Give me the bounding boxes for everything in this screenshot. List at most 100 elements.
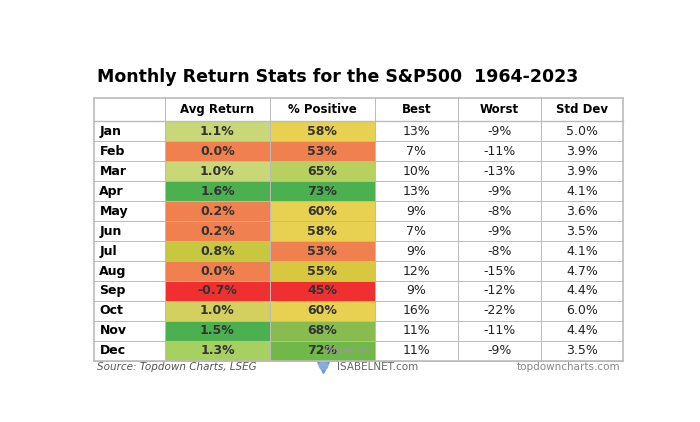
Bar <box>94 201 164 221</box>
Text: Jun: Jun <box>99 225 122 238</box>
Text: 65%: 65% <box>307 165 337 178</box>
Text: 10%: 10% <box>402 165 430 178</box>
Text: 5.0%: 5.0% <box>566 125 598 138</box>
Bar <box>540 141 624 161</box>
Bar <box>458 161 540 181</box>
Bar <box>458 121 540 141</box>
Bar <box>540 181 624 201</box>
Bar <box>540 241 624 261</box>
Text: -15%: -15% <box>483 265 515 278</box>
Text: 3.5%: 3.5% <box>566 225 598 238</box>
Bar <box>458 321 540 341</box>
Bar <box>270 321 375 341</box>
Text: 72%: 72% <box>307 344 337 357</box>
Bar <box>375 341 458 361</box>
Text: -9%: -9% <box>487 225 512 238</box>
Text: topdowncharts.com: topdowncharts.com <box>517 362 621 372</box>
Bar <box>164 241 270 261</box>
Bar <box>164 221 270 241</box>
Bar <box>458 341 540 361</box>
Text: -8%: -8% <box>487 205 512 218</box>
Text: Worst: Worst <box>480 103 519 116</box>
Bar <box>164 161 270 181</box>
Text: -0.7%: -0.7% <box>197 284 237 298</box>
Text: 16%: 16% <box>402 304 430 317</box>
Text: 4.4%: 4.4% <box>566 284 598 298</box>
Text: 0.2%: 0.2% <box>200 225 235 238</box>
Text: Std Dev: Std Dev <box>556 103 608 116</box>
Bar <box>164 181 270 201</box>
Bar <box>94 261 164 281</box>
Bar <box>458 241 540 261</box>
Bar <box>458 221 540 241</box>
Text: 9%: 9% <box>407 205 426 218</box>
Bar <box>164 141 270 161</box>
Bar <box>458 281 540 301</box>
Bar <box>375 121 458 141</box>
Bar <box>375 321 458 341</box>
Text: Best: Best <box>402 103 431 116</box>
Bar <box>94 281 164 301</box>
Bar <box>270 301 375 321</box>
Text: 1.6%: 1.6% <box>200 185 235 197</box>
Text: 3.9%: 3.9% <box>566 165 598 178</box>
Text: 60%: 60% <box>307 304 337 317</box>
Text: May: May <box>99 205 128 218</box>
Bar <box>94 221 164 241</box>
Text: -9%: -9% <box>487 185 512 197</box>
Bar <box>164 301 270 321</box>
Text: Apr: Apr <box>99 185 124 197</box>
Bar <box>270 161 375 181</box>
Bar <box>375 281 458 301</box>
Bar <box>94 141 164 161</box>
Text: 1.0%: 1.0% <box>200 165 235 178</box>
Text: 9%: 9% <box>407 284 426 298</box>
Text: ISABELNET.com: ISABELNET.com <box>337 362 419 372</box>
Bar <box>458 201 540 221</box>
Bar <box>270 141 375 161</box>
Text: Jan: Jan <box>99 125 121 138</box>
Text: 0.0%: 0.0% <box>200 265 235 278</box>
Bar <box>94 121 164 141</box>
Text: 7%: 7% <box>407 225 426 238</box>
Text: -9%: -9% <box>487 125 512 138</box>
Bar <box>458 261 540 281</box>
Bar <box>540 281 624 301</box>
Text: 68%: 68% <box>307 325 337 338</box>
Bar <box>164 321 270 341</box>
Bar <box>540 221 624 241</box>
Text: Dec: Dec <box>99 344 125 357</box>
Text: Monthly Return Stats for the S&P500  1964-2023: Monthly Return Stats for the S&P500 1964… <box>97 68 578 86</box>
Text: -11%: -11% <box>483 325 515 338</box>
Bar <box>94 181 164 201</box>
Bar <box>270 261 375 281</box>
Bar <box>164 341 270 361</box>
Bar <box>375 201 458 221</box>
Text: 53%: 53% <box>307 145 337 158</box>
Text: 45%: 45% <box>307 284 337 298</box>
Text: 7%: 7% <box>407 145 426 158</box>
Text: 13%: 13% <box>402 185 430 197</box>
Text: 73%: 73% <box>307 185 337 197</box>
Bar <box>94 321 164 341</box>
Bar <box>270 241 375 261</box>
Bar <box>94 301 164 321</box>
Bar <box>270 121 375 141</box>
Text: -9%: -9% <box>487 344 512 357</box>
Text: 3.5%: 3.5% <box>566 344 598 357</box>
Bar <box>94 98 624 121</box>
Text: 12%: 12% <box>402 265 430 278</box>
Text: 1.5%: 1.5% <box>200 325 235 338</box>
Bar <box>540 261 624 281</box>
Text: 4.4%: 4.4% <box>566 325 598 338</box>
Text: Source: Topdown Charts, LSEG: Source: Topdown Charts, LSEG <box>97 362 256 372</box>
Text: Jul: Jul <box>99 245 117 257</box>
Text: Posted on: Posted on <box>325 346 369 355</box>
Bar <box>94 241 164 261</box>
Text: 1.1%: 1.1% <box>200 125 235 138</box>
Text: 11%: 11% <box>402 325 430 338</box>
Text: Aug: Aug <box>99 265 127 278</box>
Text: 4.1%: 4.1% <box>566 245 598 257</box>
Bar <box>164 121 270 141</box>
Text: Oct: Oct <box>99 304 123 317</box>
